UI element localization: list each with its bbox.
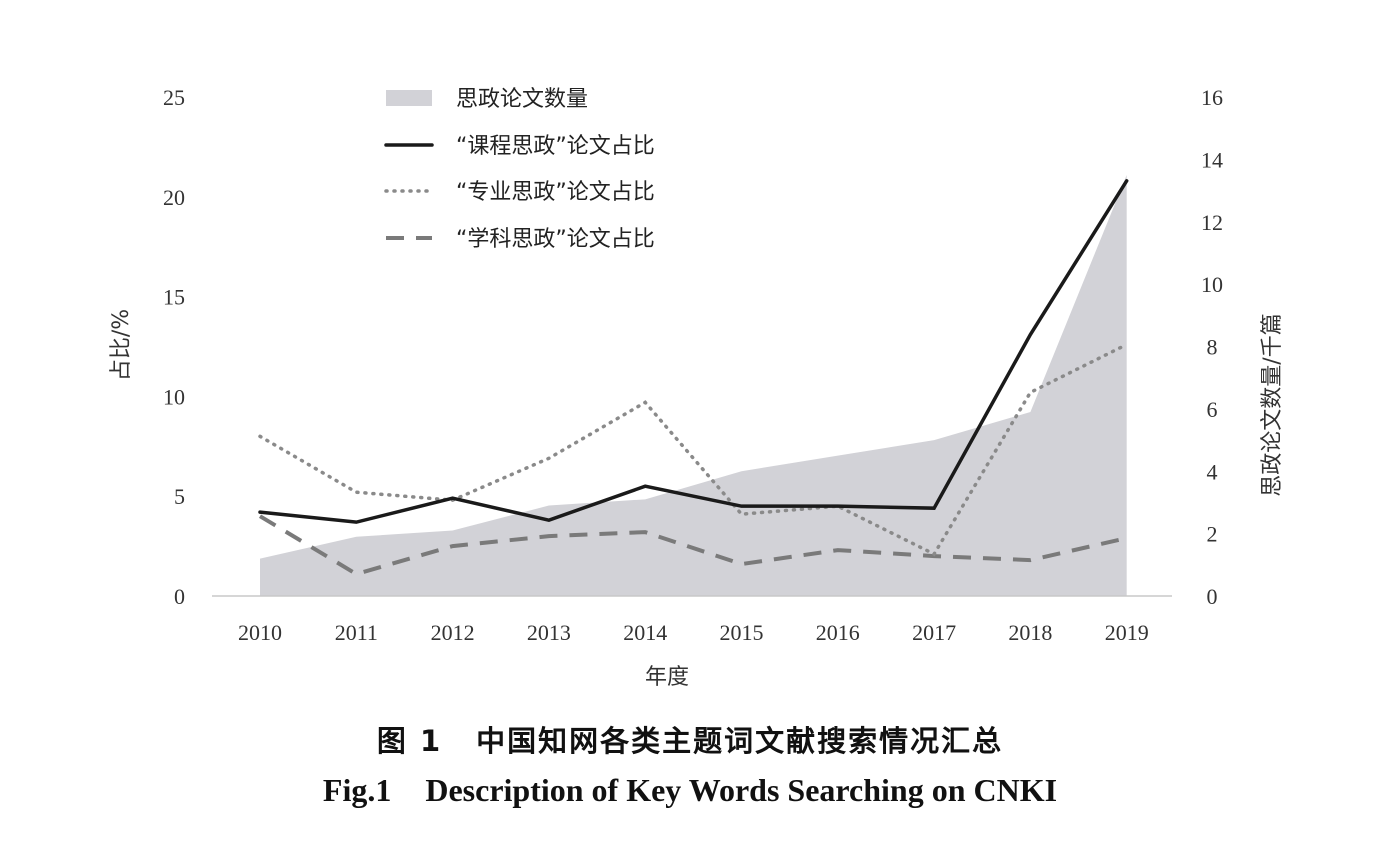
legend: 思政论文数量 “课程思政”论文占比 “专业思政”论文占比 “学科思政”论文占比 (384, 87, 655, 252)
figure-caption-cn: 图 1 中国知网各类主题词文献搜索情况汇总 (0, 718, 1380, 760)
figure-title-en: Description of Key Words Searching on CN… (425, 772, 1058, 808)
x-tick-label: 2019 (1105, 620, 1149, 645)
y-left-tick-label: 0 (174, 584, 185, 609)
x-axis-title: 年度 (645, 665, 689, 690)
y-axis-right-title: 思政论文数量/千篇 (1260, 313, 1285, 496)
axis-layer: 2010 2011 2012 2013 2014 2015 2016 2017 2018 2019… (163, 85, 1223, 645)
figure-title-cn: 中国知网各类主题词文献搜索情况汇总 (476, 724, 1004, 758)
y-right-tick-label: 12 (1201, 210, 1223, 235)
legend-label-dotted: “专业思政”论文占比 (456, 180, 655, 205)
legend-label-dashed: “学科思政”论文占比 (456, 227, 655, 252)
y-axis-left-title: 占比/% (109, 309, 134, 381)
y-left-tick-label: 15 (163, 285, 185, 310)
x-tick-label: 2012 (431, 620, 475, 645)
chart-canvas: 2010 2011 2012 2013 2014 2015 2016 2017 2018 2019… (109, 85, 1285, 690)
y-right-tick-label: 8 (1207, 335, 1218, 360)
legend-label-area: 思政论文数量 (456, 87, 588, 112)
line-series-course (258, 179, 1129, 524)
x-tick-label: 2011 (335, 620, 378, 645)
y-right-tick-label: 10 (1201, 272, 1223, 297)
y-left-tick-label: 10 (163, 384, 185, 409)
line-series-discipline (258, 514, 1128, 577)
x-tick-label: 2013 (527, 620, 571, 645)
y-left-tick-label: 25 (163, 85, 185, 110)
legend-label-solid: “课程思政”论文占比 (456, 134, 655, 159)
y-left-tick-label: 20 (163, 185, 185, 210)
figure-caption-en: Fig.1 Description of Key Words Searching … (0, 772, 1380, 809)
legend-swatch-area (386, 90, 432, 106)
x-tick-label: 2014 (623, 620, 667, 645)
x-tick-label: 2018 (1008, 620, 1052, 645)
y-right-tick-label: 14 (1201, 147, 1223, 172)
y-right-tick-label: 16 (1201, 85, 1223, 110)
y-left-tick-label: 5 (174, 484, 185, 509)
x-tick-label: 2010 (238, 620, 282, 645)
line-layer (258, 179, 1129, 577)
y-right-tick-label: 0 (1207, 584, 1218, 609)
x-tick-label: 2017 (912, 620, 956, 645)
x-tick-label: 2015 (720, 620, 764, 645)
figure-label-cn: 图 1 (376, 724, 443, 758)
axis-labels: 年度 占比/% 思政论文数量/千篇 (109, 309, 1285, 690)
figure-label-en: Fig.1 (322, 772, 392, 808)
x-tick-label: 2016 (816, 620, 860, 645)
area-layer (260, 174, 1127, 596)
y-right-tick-label: 2 (1207, 522, 1218, 547)
area-series-paper-count (260, 174, 1127, 596)
y-right-tick-label: 4 (1207, 459, 1218, 484)
line-series-major (258, 342, 1129, 557)
y-right-tick-label: 6 (1207, 397, 1218, 422)
